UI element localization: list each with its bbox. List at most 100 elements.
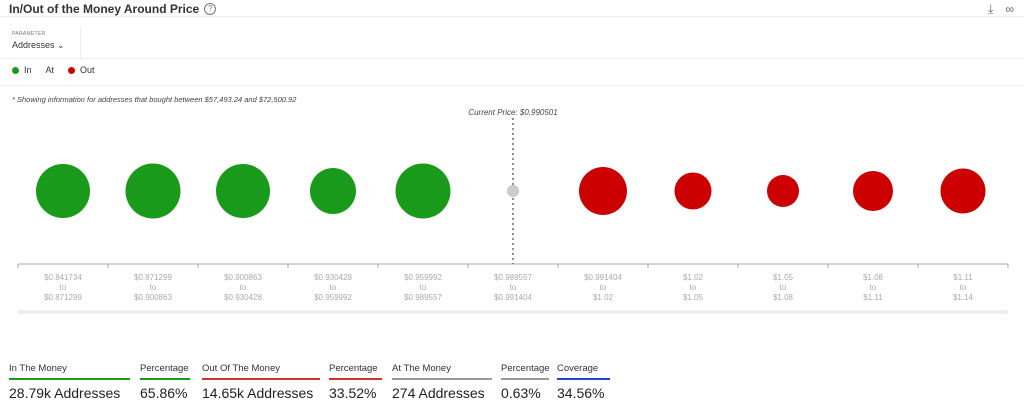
chart-title-text: In/Out of the Money Around Price — [9, 2, 200, 16]
stat-at-percentage: Percentage 0.63% — [501, 363, 550, 401]
x-tick-label: $0.989557 — [494, 273, 532, 282]
bubble-out[interactable] — [674, 172, 712, 210]
x-tick-label: $1.11 — [953, 273, 973, 282]
x-tick-label: $1.02 — [683, 273, 704, 282]
stat-out-percentage: Percentage 33.52% — [329, 363, 382, 401]
x-tick-label: $0.991404 — [584, 273, 622, 282]
bubble-in[interactable] — [216, 164, 270, 218]
stat-underline — [329, 378, 382, 380]
stat-label: At The Money — [392, 363, 451, 374]
divider — [80, 26, 81, 58]
x-tick-label: $0.900863 — [134, 293, 172, 302]
chevron-down-icon: ⌄ — [57, 40, 65, 50]
legend-item-out[interactable]: Out — [68, 65, 95, 75]
stat-coverage: Coverage 34.56% — [557, 363, 610, 401]
legend-out-dot — [68, 66, 76, 74]
help-circle-icon[interactable]: ? — [204, 3, 217, 15]
bubble-out[interactable] — [579, 167, 627, 215]
stat-value: 14.65k Addresses — [202, 385, 314, 401]
bubble-in[interactable] — [310, 168, 356, 214]
link-icon[interactable]: ∞ — [1005, 2, 1014, 16]
x-tick-label: $1.08 — [773, 293, 794, 302]
stat-value: 34.56% — [557, 385, 605, 401]
legend-out-label: Out — [80, 65, 95, 75]
x-tick-label: $0.959992 — [404, 273, 442, 282]
legend-in-label: In — [24, 65, 32, 75]
legend-in-dot — [12, 66, 19, 74]
parameter-label: PARAMETER — [12, 31, 46, 37]
stat-in-the-money: In The Money 28.79k Addresses — [9, 363, 130, 401]
bubble-at-marker[interactable] — [507, 185, 519, 197]
x-tick-label: $0.871299 — [44, 293, 82, 302]
x-tick-label: to — [870, 283, 877, 292]
x-tick-label: $0.930428 — [314, 273, 352, 282]
parameter-control: PARAMETER Addresses ⌄ — [12, 31, 65, 51]
top-actions: ⤓ ∞ — [988, 2, 1014, 17]
x-tick-label: to — [600, 283, 607, 292]
stat-in-percentage: Percentage 65.86% — [140, 363, 190, 401]
stat-label: Coverage — [557, 363, 599, 374]
x-tick-label: $0.841734 — [44, 273, 82, 282]
x-tick-label: $1.05 — [773, 273, 794, 282]
x-tick-label: $0.930428 — [224, 293, 262, 302]
stat-label: Percentage — [501, 363, 550, 374]
bubble-in[interactable] — [36, 164, 90, 218]
x-tick-label: to — [330, 283, 337, 292]
chart-title: In/Out of the Money Around Price ? — [9, 2, 217, 16]
download-icon[interactable]: ⤓ — [988, 2, 994, 16]
x-tick-label: $1.08 — [863, 273, 884, 282]
stat-value: 33.52% — [329, 385, 377, 401]
x-tick-label: $0.871299 — [134, 273, 172, 282]
chart-scrollbar[interactable] — [18, 310, 1008, 314]
x-tick-label: to — [60, 283, 67, 292]
stat-at-the-money: At The Money 274 Addresses — [392, 363, 492, 401]
x-tick-label: $0.991404 — [494, 293, 532, 302]
range-note: * Showing information for addresses that… — [12, 95, 297, 104]
stat-value: 274 Addresses — [392, 385, 485, 401]
stat-label: In The Money — [9, 363, 67, 374]
stat-underline — [392, 378, 492, 380]
stat-value: 65.86% — [140, 385, 188, 401]
divider — [0, 16, 1024, 17]
legend: In At Out — [12, 65, 109, 75]
stat-underline — [9, 378, 130, 380]
x-tick-label: $1.14 — [953, 293, 974, 302]
x-tick-label: $1.11 — [863, 293, 883, 302]
parameter-value: Addresses — [12, 40, 55, 50]
x-tick-label: to — [510, 283, 517, 292]
bubble-in[interactable] — [125, 163, 181, 219]
bubble-chart: $0.841734to$0.871299$0.871299to$0.900863… — [17, 108, 1009, 302]
bubble-in[interactable] — [395, 163, 451, 219]
stat-underline — [501, 378, 549, 380]
stat-label: Out Of The Money — [202, 363, 280, 374]
stat-label: Percentage — [329, 363, 378, 374]
bubble-out[interactable] — [940, 168, 986, 214]
stat-value: 28.79k Addresses — [9, 385, 121, 401]
legend-item-at[interactable]: At — [46, 65, 55, 75]
x-tick-label: $0.900863 — [224, 273, 262, 282]
stat-label: Percentage — [140, 363, 189, 374]
parameter-dropdown[interactable]: Addresses ⌄ — [12, 40, 65, 51]
current-price-label: Current Price: $0.990501 — [468, 108, 557, 117]
bubble-out[interactable] — [853, 171, 893, 211]
x-tick-label: to — [780, 283, 787, 292]
stat-value: 0.63% — [501, 385, 541, 401]
stat-underline — [557, 378, 610, 380]
x-tick-label: to — [420, 283, 427, 292]
x-tick-label: $1.02 — [593, 293, 614, 302]
legend-at-label: At — [45, 65, 55, 75]
stat-underline — [202, 378, 320, 380]
x-tick-label: to — [960, 283, 967, 292]
x-tick-label: to — [240, 283, 247, 292]
x-tick-label: $0.989557 — [404, 293, 442, 302]
stat-out-of-the-money: Out Of The Money 14.65k Addresses — [202, 363, 320, 401]
stats-bar: In The Money 28.79k Addresses Percentage… — [0, 363, 1024, 405]
divider — [0, 58, 1024, 59]
stat-underline — [140, 378, 190, 380]
bubble-out[interactable] — [767, 175, 799, 207]
x-tick-label: $1.05 — [683, 293, 704, 302]
legend-item-in[interactable]: In — [12, 65, 32, 75]
divider — [0, 85, 1024, 86]
x-tick-label: to — [150, 283, 157, 292]
x-tick-label: $0.959992 — [314, 293, 352, 302]
